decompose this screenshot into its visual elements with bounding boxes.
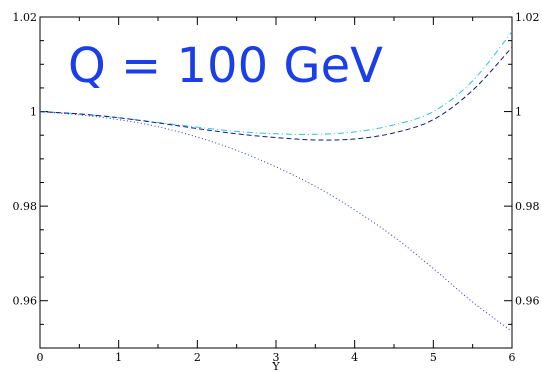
x-tick-label: 4 xyxy=(351,351,358,364)
x-tick-label: 6 xyxy=(509,351,516,364)
x-tick-label: 0 xyxy=(37,351,44,364)
y-tick-label-left: 0.96 xyxy=(13,295,38,308)
x-axis-label: Y xyxy=(271,360,280,373)
chart-annotation: Q = 100 GeV xyxy=(68,38,383,94)
x-tick-label: 5 xyxy=(430,351,437,364)
series-layer xyxy=(39,31,513,332)
axis-ticks: 0 1 2 3 4 5 6 0.96 0.96 0.98 0.98 1 1 1.02 1.02 xyxy=(13,11,540,364)
x-tick-label: 1 xyxy=(115,351,122,364)
y-tick-label-right: 1 xyxy=(515,106,522,119)
y-tick-label-left: 1 xyxy=(30,106,37,119)
series-line-dash-dot xyxy=(39,31,513,135)
x-tick-label: 3 xyxy=(273,351,280,364)
y-tick-label-right: 0.98 xyxy=(515,200,540,213)
y-tick-label-right: 1.02 xyxy=(515,11,540,24)
y-tick-label-left: 0.98 xyxy=(13,200,38,213)
plot-frame xyxy=(39,16,513,349)
y-tick-label-right: 0.96 xyxy=(515,295,540,308)
y-tick-label-left: 1.02 xyxy=(13,11,38,24)
x-tick-label: 2 xyxy=(194,351,201,364)
